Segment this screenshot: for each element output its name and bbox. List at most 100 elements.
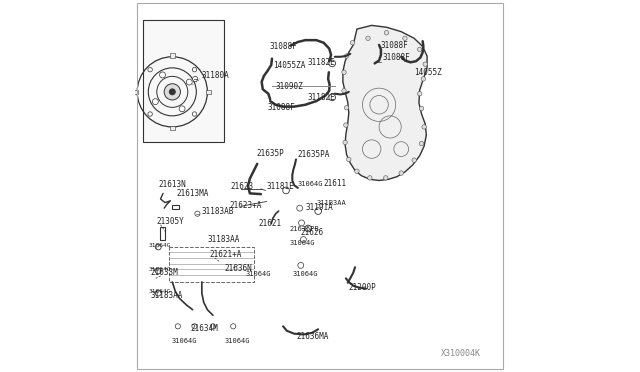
- Circle shape: [156, 268, 161, 274]
- Text: 21633M: 21633M: [150, 268, 178, 278]
- Text: 21305Y: 21305Y: [157, 217, 184, 226]
- Text: 31182E: 31182E: [307, 58, 335, 67]
- Bar: [170, 54, 175, 58]
- Circle shape: [412, 158, 417, 162]
- Text: 31064G: 31064G: [148, 289, 171, 294]
- Circle shape: [152, 99, 158, 105]
- Circle shape: [419, 106, 424, 111]
- Circle shape: [192, 112, 196, 116]
- Circle shape: [342, 70, 346, 74]
- Circle shape: [347, 157, 351, 161]
- Text: 31181E: 31181E: [266, 182, 294, 191]
- Text: 31183AA: 31183AA: [207, 235, 240, 244]
- Circle shape: [156, 244, 161, 250]
- Circle shape: [211, 324, 216, 329]
- Text: 21623: 21623: [230, 182, 254, 191]
- Text: 31088F: 31088F: [269, 42, 297, 51]
- Circle shape: [344, 123, 348, 127]
- Circle shape: [329, 94, 335, 101]
- Circle shape: [403, 36, 407, 41]
- Text: 21200P: 21200P: [349, 283, 376, 292]
- Circle shape: [383, 176, 388, 180]
- Circle shape: [399, 171, 403, 175]
- Circle shape: [297, 205, 303, 211]
- Bar: [170, 126, 175, 130]
- Circle shape: [315, 208, 321, 214]
- Text: 21635P: 21635P: [257, 150, 284, 158]
- Text: 14055ZA: 14055ZA: [273, 61, 305, 70]
- Text: 31064G: 31064G: [225, 338, 250, 344]
- Circle shape: [148, 112, 152, 116]
- Circle shape: [193, 76, 198, 81]
- Circle shape: [164, 84, 180, 100]
- Text: 31191A: 31191A: [305, 203, 333, 212]
- Text: 31182E: 31182E: [307, 93, 335, 102]
- Text: 21613MA: 21613MA: [176, 189, 209, 198]
- Polygon shape: [343, 25, 427, 180]
- Circle shape: [422, 125, 426, 129]
- Circle shape: [342, 89, 346, 93]
- Text: 31064G: 31064G: [148, 267, 171, 272]
- Circle shape: [298, 262, 304, 268]
- Text: 21613N: 21613N: [158, 180, 186, 189]
- Text: 21623+A: 21623+A: [230, 201, 262, 210]
- Circle shape: [299, 220, 305, 226]
- Circle shape: [283, 187, 289, 194]
- Text: 31064G: 31064G: [148, 243, 171, 248]
- Text: 31090Z: 31090Z: [276, 82, 303, 91]
- Circle shape: [175, 324, 180, 329]
- Circle shape: [419, 141, 424, 146]
- Bar: [206, 90, 211, 94]
- Circle shape: [423, 62, 428, 66]
- Text: 31183AB: 31183AB: [201, 207, 234, 216]
- Bar: [134, 90, 138, 94]
- Circle shape: [376, 59, 383, 66]
- Circle shape: [159, 72, 166, 78]
- Circle shape: [195, 211, 200, 216]
- Circle shape: [329, 60, 335, 67]
- Circle shape: [344, 106, 349, 110]
- Text: 31183AA: 31183AA: [150, 291, 182, 299]
- Circle shape: [179, 106, 185, 112]
- Text: 21621+A: 21621+A: [209, 250, 242, 259]
- Circle shape: [192, 324, 197, 329]
- Text: 21635PB: 21635PB: [290, 226, 319, 232]
- Circle shape: [350, 41, 355, 45]
- Text: 14055Z: 14055Z: [414, 68, 442, 77]
- Text: 31064G: 31064G: [290, 240, 316, 246]
- Text: 311B3AA: 311B3AA: [316, 200, 346, 206]
- Text: 21636N: 21636N: [224, 264, 252, 273]
- Circle shape: [192, 67, 196, 72]
- Circle shape: [417, 47, 422, 52]
- Text: 21636MA: 21636MA: [296, 332, 328, 341]
- Circle shape: [421, 77, 426, 81]
- Circle shape: [230, 324, 236, 329]
- Circle shape: [355, 169, 359, 173]
- Circle shape: [305, 225, 312, 232]
- Circle shape: [186, 79, 192, 85]
- Circle shape: [344, 54, 349, 58]
- Text: 31088F: 31088F: [381, 41, 409, 49]
- Text: 21626: 21626: [301, 228, 324, 237]
- Text: 31180A: 31180A: [201, 71, 229, 80]
- Text: 31064G: 31064G: [245, 272, 271, 278]
- Text: 21634M: 21634M: [190, 324, 218, 333]
- Circle shape: [384, 31, 388, 35]
- Text: 21621: 21621: [258, 219, 281, 228]
- Text: 21635PA: 21635PA: [298, 150, 330, 159]
- Circle shape: [170, 89, 175, 95]
- Bar: [143, 20, 224, 142]
- Circle shape: [366, 36, 370, 41]
- Circle shape: [148, 67, 152, 72]
- Circle shape: [417, 92, 422, 96]
- Text: 21611: 21611: [324, 179, 347, 188]
- Circle shape: [156, 290, 161, 296]
- Circle shape: [367, 176, 372, 180]
- Circle shape: [300, 237, 307, 243]
- Circle shape: [343, 140, 348, 145]
- Text: 31088F: 31088F: [383, 54, 410, 62]
- Text: 31088F: 31088F: [268, 103, 295, 112]
- Text: 31064G: 31064G: [172, 338, 197, 344]
- Text: X310004K: X310004K: [440, 349, 481, 358]
- Text: 31064G: 31064G: [298, 181, 323, 187]
